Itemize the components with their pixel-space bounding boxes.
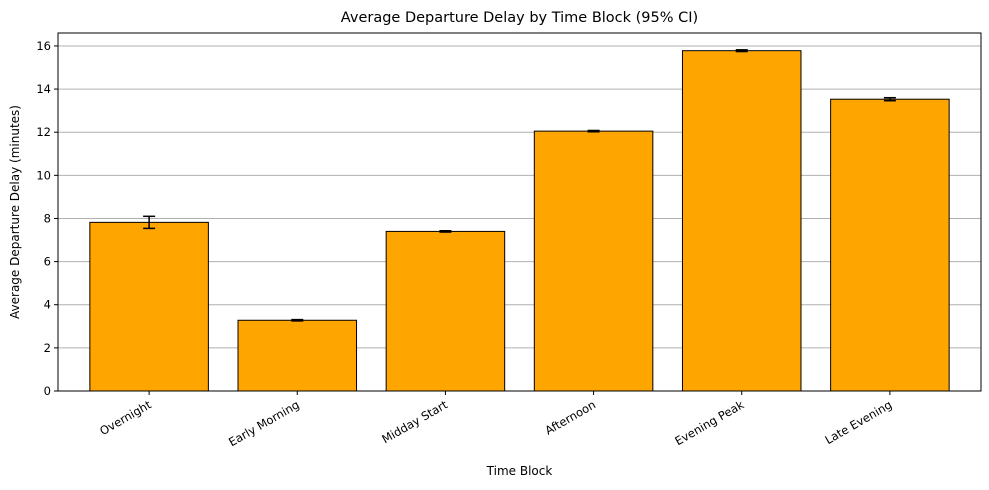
y-tick-label: 14	[36, 82, 51, 96]
error-bar	[439, 230, 452, 233]
x-tick-label: Afternoon	[543, 397, 599, 437]
x-tick-label: Overnight	[97, 397, 154, 438]
bar	[681, 50, 802, 392]
error-bar	[735, 49, 748, 53]
error-bar	[883, 96, 896, 102]
grid-lines	[58, 45, 981, 392]
y-tick-label: 0	[44, 384, 51, 398]
x-axis-label: Time Block	[486, 464, 553, 478]
x-axis: Overnight Early Morning Midday Start Aftern…	[97, 391, 894, 449]
y-axis: 0 2 4 6 8 10 12 14 16	[36, 39, 58, 398]
error-bar	[143, 215, 156, 230]
error-bar	[587, 129, 600, 133]
y-tick-label: 16	[36, 39, 51, 53]
bar	[89, 221, 209, 392]
error-bar	[291, 318, 304, 322]
bar	[830, 98, 950, 392]
x-tick-label: Early Morning	[226, 397, 302, 449]
y-tick-label: 2	[44, 341, 51, 355]
x-tick-label: Midday Start	[379, 397, 450, 446]
y-tick-label: 8	[44, 211, 51, 225]
bars	[89, 50, 950, 392]
y-tick-label: 4	[44, 298, 51, 312]
plot-frame	[57, 32, 982, 392]
chart-title: Average Departure Delay by Time Block (9…	[341, 10, 698, 26]
bar	[237, 319, 358, 392]
bar	[385, 230, 506, 392]
y-tick-label: 6	[44, 255, 51, 269]
x-tick-label: Late Evening	[823, 397, 895, 447]
x-tick-label: Evening Peak	[672, 397, 746, 448]
bar	[533, 130, 654, 392]
y-tick-label: 10	[36, 168, 51, 182]
y-tick-label: 12	[36, 125, 51, 139]
error-bars	[143, 49, 896, 322]
y-axis-label: Average Departure Delay (minutes)	[8, 105, 22, 319]
